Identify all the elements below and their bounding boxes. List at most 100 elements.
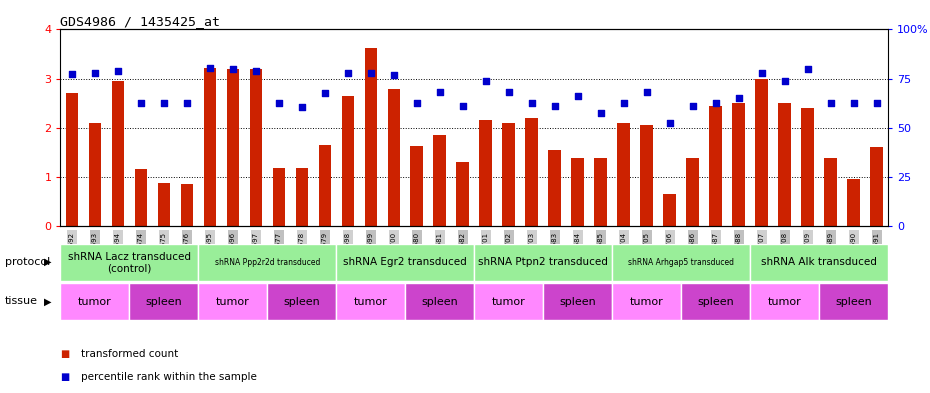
Text: tumor: tumor <box>216 297 250 307</box>
Text: ■: ■ <box>60 372 70 382</box>
Bar <box>129 283 198 320</box>
Text: shRNA Lacz transduced
(control): shRNA Lacz transduced (control) <box>68 252 191 273</box>
Bar <box>594 158 607 226</box>
Bar <box>60 244 198 281</box>
Bar <box>365 48 378 226</box>
Point <box>731 95 746 101</box>
Point <box>617 100 631 106</box>
Bar <box>268 283 337 320</box>
Bar <box>198 283 268 320</box>
Text: ■: ■ <box>60 349 70 359</box>
Point <box>823 100 838 106</box>
Point <box>295 104 310 110</box>
Text: spleen: spleen <box>835 297 872 307</box>
Bar <box>870 147 883 226</box>
Point <box>225 66 240 72</box>
Bar <box>112 81 125 226</box>
Point <box>709 100 724 106</box>
Text: tumor: tumor <box>768 297 802 307</box>
Bar <box>778 103 791 226</box>
Text: spleen: spleen <box>284 297 320 307</box>
Point <box>456 103 471 109</box>
Bar <box>612 283 681 320</box>
Bar <box>686 158 699 226</box>
Bar <box>410 146 423 226</box>
Point <box>156 100 171 106</box>
Point <box>639 89 654 95</box>
Point <box>409 100 424 106</box>
Bar <box>751 283 819 320</box>
Text: tumor: tumor <box>630 297 664 307</box>
Point <box>570 93 585 99</box>
Text: tumor: tumor <box>78 297 112 307</box>
Point <box>364 70 379 76</box>
Bar <box>457 162 469 226</box>
Bar <box>157 183 170 226</box>
Text: spleen: spleen <box>145 297 182 307</box>
Point <box>272 100 286 106</box>
Bar <box>227 69 239 226</box>
Point <box>432 89 447 95</box>
Text: shRNA Arhgap5 transduced: shRNA Arhgap5 transduced <box>629 258 734 267</box>
Point <box>248 68 263 74</box>
Bar <box>751 244 888 281</box>
Point <box>111 68 126 74</box>
Text: ▶: ▶ <box>44 296 51 307</box>
Text: tissue: tissue <box>5 296 37 307</box>
Bar <box>612 244 751 281</box>
Bar <box>60 283 129 320</box>
Bar <box>663 194 676 226</box>
Text: tumor: tumor <box>492 297 525 307</box>
Point <box>525 100 539 106</box>
Bar <box>543 283 612 320</box>
Bar <box>802 108 814 226</box>
Bar <box>618 123 630 226</box>
Point <box>754 70 769 76</box>
Text: percentile rank within the sample: percentile rank within the sample <box>81 372 257 382</box>
Point <box>548 103 563 109</box>
Bar <box>733 103 745 226</box>
Bar <box>341 96 354 226</box>
Point <box>685 103 700 109</box>
Bar <box>755 79 768 226</box>
Bar <box>433 135 446 226</box>
Bar <box>180 184 193 226</box>
Point <box>593 110 608 116</box>
Point <box>386 72 401 78</box>
Bar <box>198 244 337 281</box>
Text: GDS4986 / 1435425_at: GDS4986 / 1435425_at <box>60 15 220 28</box>
Text: transformed count: transformed count <box>81 349 179 359</box>
Bar <box>502 123 515 226</box>
Bar <box>710 106 722 226</box>
Bar <box>681 283 751 320</box>
Bar <box>88 123 101 226</box>
Bar <box>641 125 653 226</box>
Point <box>662 119 677 126</box>
Bar <box>135 169 147 226</box>
Point <box>800 66 815 72</box>
Bar <box>337 283 405 320</box>
Bar <box>474 244 612 281</box>
Bar <box>66 93 78 226</box>
Bar <box>819 283 888 320</box>
Point <box>317 90 332 96</box>
Bar <box>388 89 400 226</box>
Text: shRNA Egr2 transduced: shRNA Egr2 transduced <box>343 257 467 267</box>
Point <box>501 89 516 95</box>
Bar <box>204 68 216 226</box>
Text: ▶: ▶ <box>44 257 51 267</box>
Text: spleen: spleen <box>559 297 596 307</box>
Bar <box>319 145 331 226</box>
Bar <box>272 169 286 226</box>
Bar <box>405 283 474 320</box>
Bar <box>296 169 308 226</box>
Bar <box>474 283 543 320</box>
Bar <box>571 158 584 226</box>
Text: tumor: tumor <box>354 297 388 307</box>
Text: spleen: spleen <box>421 297 458 307</box>
Text: protocol: protocol <box>5 257 50 267</box>
Bar <box>549 150 561 226</box>
Point <box>478 78 493 84</box>
Bar <box>847 179 860 226</box>
Point <box>846 100 861 106</box>
